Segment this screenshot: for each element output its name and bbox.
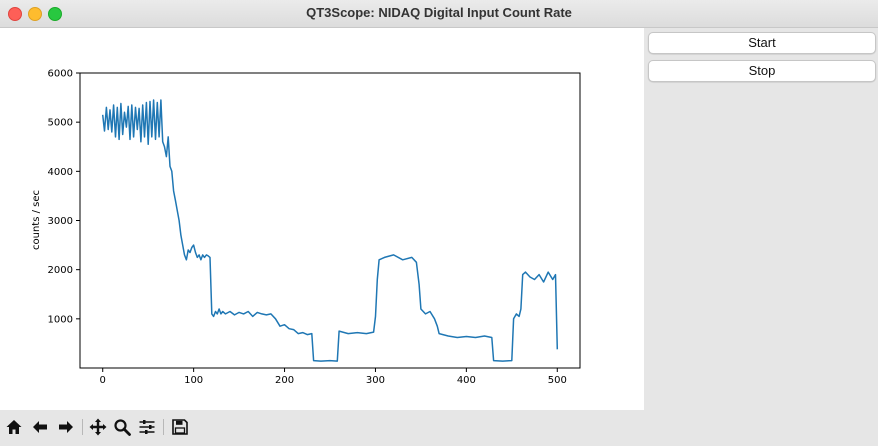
- pan-button[interactable]: [88, 417, 108, 437]
- pan-icon: [89, 418, 107, 436]
- y-tick-label: 5000: [48, 118, 73, 129]
- y-axis-ticks: 1000 2000 3000 4000 5000 6000: [48, 69, 80, 325]
- x-tick-label: 100: [184, 375, 203, 386]
- x-tick-label: 200: [275, 375, 294, 386]
- y-tick-label: 3000: [48, 216, 73, 227]
- title-bar: QT3Scope: NIDAQ Digital Input Count Rate: [0, 0, 878, 28]
- toolbar-separator: [82, 419, 83, 435]
- save-button[interactable]: [170, 417, 190, 437]
- forward-button[interactable]: [56, 417, 76, 437]
- start-button[interactable]: Start: [648, 32, 876, 54]
- y-axis-label: counts / sec: [31, 190, 42, 250]
- x-tick-label: 0: [100, 375, 106, 386]
- toolbar-separator: [163, 419, 164, 435]
- y-tick-label: 2000: [48, 265, 73, 276]
- zoom-icon: [114, 419, 131, 436]
- save-icon: [172, 419, 188, 435]
- x-tick-label: 300: [366, 375, 385, 386]
- forward-arrow-icon: [59, 421, 73, 433]
- minimize-window-button[interactable]: [28, 7, 42, 21]
- zoom-button[interactable]: [112, 417, 132, 437]
- x-tick-label: 400: [457, 375, 476, 386]
- stop-button[interactable]: Stop: [648, 60, 876, 82]
- counts-series-line: [101, 99, 559, 362]
- configure-subplots-button[interactable]: [137, 417, 157, 437]
- navigation-toolbar: [0, 410, 878, 446]
- window-title: QT3Scope: NIDAQ Digital Input Count Rate: [306, 5, 572, 20]
- plot-area-frame: [79, 72, 581, 369]
- y-tick-label: 6000: [48, 69, 73, 80]
- plot-canvas-panel[interactable]: 1000 2000 3000 4000 5000 6000 0 100 200 300 400 50…: [0, 28, 644, 410]
- control-panel: Start Stop: [644, 28, 878, 410]
- close-window-button[interactable]: [8, 7, 22, 21]
- x-tick-label: 500: [548, 375, 567, 386]
- y-tick-label: 4000: [48, 167, 73, 178]
- maximize-window-button[interactable]: [48, 7, 62, 21]
- home-button[interactable]: [4, 417, 24, 437]
- count-rate-chart[interactable]: 1000 2000 3000 4000 5000 6000 0 100 200 300 400 50…: [0, 28, 644, 410]
- back-arrow-icon: [33, 421, 47, 433]
- configure-subplots-icon: [139, 420, 155, 434]
- home-icon: [6, 420, 22, 434]
- back-button[interactable]: [30, 417, 50, 437]
- x-axis-ticks: 0 100 200 300 400 500: [100, 368, 567, 386]
- y-tick-label: 1000: [48, 314, 73, 325]
